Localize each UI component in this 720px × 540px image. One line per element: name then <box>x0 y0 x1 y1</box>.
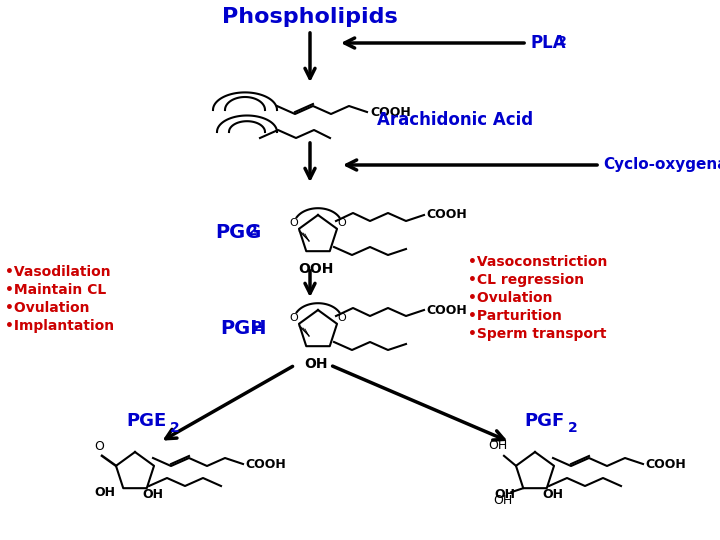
Text: COOH: COOH <box>370 105 410 118</box>
Text: O: O <box>289 313 298 323</box>
Text: OH: OH <box>495 488 516 501</box>
Text: COOH: COOH <box>245 457 286 470</box>
Text: PGG: PGG <box>215 222 261 241</box>
Text: Phospholipids: Phospholipids <box>222 7 398 27</box>
Text: 2: 2 <box>170 421 180 435</box>
Text: •CL regression: •CL regression <box>468 273 584 287</box>
Text: 2: 2 <box>253 320 263 334</box>
Text: OH: OH <box>494 494 513 507</box>
Text: PGE: PGE <box>127 412 167 430</box>
Text: OH: OH <box>143 488 163 501</box>
Text: O: O <box>94 440 104 453</box>
Text: COOH: COOH <box>426 208 467 221</box>
Text: O: O <box>338 218 346 228</box>
Text: OOH: OOH <box>298 262 333 276</box>
Text: 2: 2 <box>558 35 567 48</box>
Text: •Implantation: •Implantation <box>5 319 114 333</box>
Text: •Parturition: •Parturition <box>468 309 562 323</box>
Text: PGF: PGF <box>525 412 565 430</box>
Text: 2: 2 <box>568 421 577 435</box>
Text: PGH: PGH <box>220 319 266 338</box>
Text: •Maintain CL: •Maintain CL <box>5 283 107 297</box>
Text: •Vasoconstriction: •Vasoconstriction <box>468 255 608 269</box>
Text: 2: 2 <box>248 224 258 238</box>
Text: OH: OH <box>542 488 564 501</box>
Text: PLA: PLA <box>530 34 566 52</box>
Text: OH: OH <box>305 357 328 371</box>
Text: OH: OH <box>94 485 115 498</box>
Text: OH: OH <box>488 439 508 452</box>
Text: •Ovulation: •Ovulation <box>5 301 89 315</box>
Text: COOH: COOH <box>645 457 685 470</box>
Text: O: O <box>289 218 298 228</box>
Text: O: O <box>338 313 346 323</box>
Text: Cyclo-oxygenase: Cyclo-oxygenase <box>603 158 720 172</box>
Text: •Vasodilation: •Vasodilation <box>5 265 111 279</box>
Text: •Ovulation: •Ovulation <box>468 291 552 305</box>
Text: Arachidonic Acid: Arachidonic Acid <box>377 111 533 129</box>
Text: •Sperm transport: •Sperm transport <box>468 327 606 341</box>
Text: COOH: COOH <box>426 303 467 316</box>
